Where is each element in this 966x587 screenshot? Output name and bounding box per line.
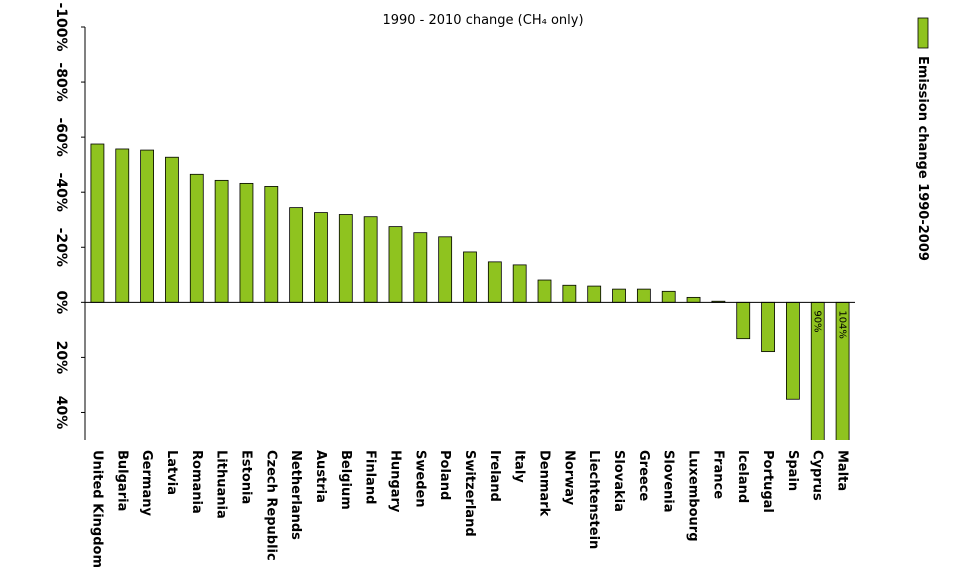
x-tick-label: Portugal [760, 450, 775, 513]
y-tick-label: 40% [53, 396, 69, 430]
bar [314, 212, 328, 303]
x-tick-label: Greece [636, 450, 651, 501]
bar [786, 301, 800, 400]
x-tick-label: Norway [561, 450, 576, 506]
y-tick-label: -40% [53, 173, 69, 212]
y-tick-label: 20% [53, 341, 69, 375]
bar [636, 288, 651, 303]
x-tick-label: Lithuania [214, 450, 229, 519]
bar [165, 156, 179, 303]
bar [612, 288, 626, 303]
bar [463, 251, 477, 303]
x-tick-label: Iceland [735, 450, 750, 503]
y-tick-label: -100% [53, 2, 69, 51]
x-tick-label: Latvia [164, 450, 179, 495]
x-tick-label: Italy [512, 450, 527, 483]
bar [338, 214, 353, 303]
x-tick-label: Spain [785, 450, 800, 491]
bar [90, 143, 105, 303]
x-tick-label: Germany [139, 450, 154, 516]
x-tick-label: Belgium [338, 450, 353, 510]
y-tick-label: -20% [53, 228, 69, 267]
bar [761, 301, 775, 353]
bar [661, 290, 676, 303]
bar [587, 285, 602, 303]
legend-label: Emission change 1990-2009 [915, 56, 930, 261]
y-tick-label: 0% [53, 290, 69, 314]
x-tick-label: Estonia [238, 450, 253, 504]
x-tick-label: France [710, 450, 725, 499]
x-tick-label: Slovenia [661, 450, 676, 513]
bar [264, 186, 279, 303]
bar [189, 173, 204, 303]
x-tick-label: Hungary [387, 450, 402, 513]
bar [537, 279, 552, 303]
x-tick-label: Austria [313, 450, 328, 503]
bar [140, 149, 154, 303]
x-tick-label: Ireland [487, 450, 502, 502]
x-tick-label: Finland [363, 450, 378, 504]
x-tick-label: Switzerland [462, 450, 477, 537]
x-tick-label: Romania [189, 450, 204, 514]
x-tick-label: Poland [437, 450, 452, 500]
bar [214, 179, 229, 303]
value-label: 104% [837, 310, 848, 339]
bar [835, 301, 850, 440]
bar [289, 207, 304, 303]
y-tick-label: -60% [53, 117, 69, 156]
x-tick-label: Luxembourg [686, 450, 701, 542]
x-tick-label: Cyprus [810, 450, 825, 501]
x-tick-label: Slovakia [611, 450, 626, 512]
legend-swatch [917, 17, 929, 49]
x-tick-label: Sweden [412, 450, 427, 508]
bar [487, 261, 502, 303]
x-tick-label: Czech Republic [263, 450, 278, 561]
x-tick-label: Liechtenstein [586, 450, 601, 549]
bar [562, 284, 577, 303]
chart-title: 1990 - 2010 change (CH₄ only) [382, 13, 583, 28]
x-tick-label: Malta [835, 450, 850, 491]
bar [239, 182, 254, 303]
bar [736, 301, 751, 340]
bar [413, 232, 428, 303]
value-label: 90% [812, 310, 823, 332]
bar [810, 301, 825, 440]
bar [115, 148, 130, 303]
x-tick-label: Denmark [537, 450, 552, 517]
bar [388, 226, 403, 303]
bar [512, 264, 527, 303]
bar [686, 296, 701, 303]
x-tick-label: Netherlands [288, 450, 303, 540]
bar [438, 236, 453, 303]
y-tick-label: -80% [53, 62, 69, 101]
bars [90, 143, 850, 440]
x-tick-label: Bulgaria [114, 450, 129, 511]
bar [363, 216, 378, 303]
x-tick-label: United Kingdom [89, 450, 104, 568]
